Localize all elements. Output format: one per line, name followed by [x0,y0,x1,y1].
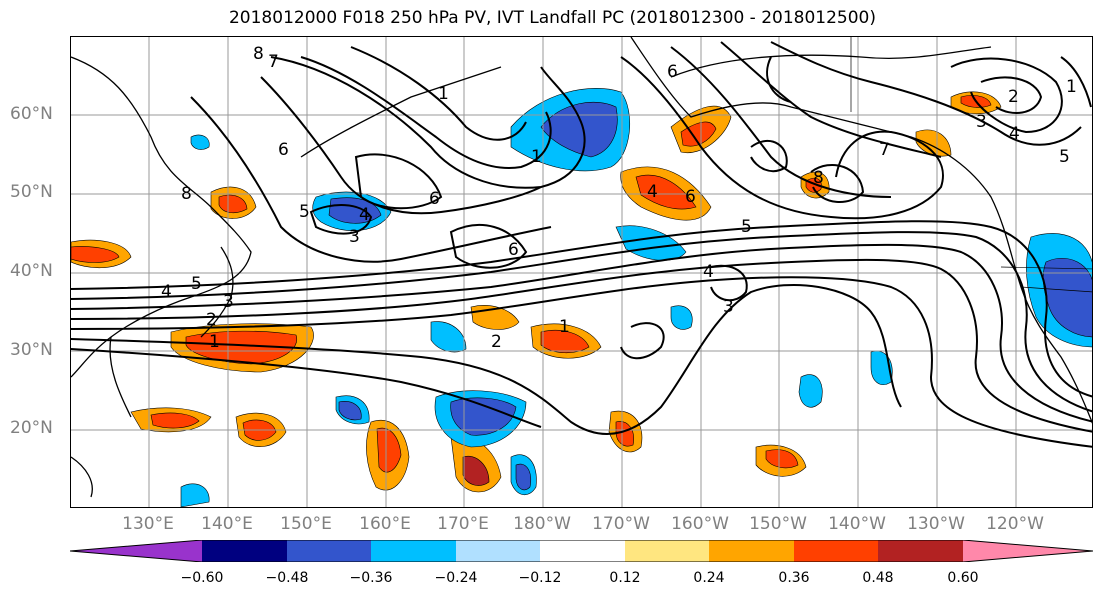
colorbar [70,540,1093,562]
colorbar-tick: 0.12 [609,570,641,586]
lon-label: 170°W [592,514,650,534]
coastlines [71,37,1092,498]
colorbar-tick: 0.48 [862,570,894,586]
contour-label: 4 [647,182,658,202]
colorbar-segment [540,540,625,562]
contour-label: 1 [209,332,220,352]
contour-label: 8 [181,184,192,204]
colorbar-tick: 0.24 [693,570,725,586]
colorbar-tick: −0.60 [180,570,224,586]
lon-label: 170°E [437,514,489,534]
lon-label: 150°E [280,514,332,534]
colorbar-segment [202,540,287,562]
contour-label: 6 [667,62,678,82]
contour-label: 1 [559,317,570,337]
contour-label: 8 [253,44,264,64]
chart-title: 2018012000 F018 250 hPa PV, IVT Landfall… [228,8,876,28]
contour-label: 4 [1009,124,1020,144]
contour-label: 1 [531,147,542,167]
contour-label: 4 [161,282,172,302]
lat-label-50n: 50°N [10,182,53,202]
contour-label: 3 [723,297,734,317]
colorbar-segment [70,540,202,562]
contour-label: 3 [223,292,234,312]
map-canvas: 8 7 6 8 5 4 3 6 6 5 4 3 2 1 1 2 1 1 4 3 … [71,37,1092,507]
colorbar-tick: −0.36 [349,570,393,586]
contour-label: 2 [206,310,217,330]
colorbar-segment [963,540,1093,562]
colorbar-tick: 0.60 [947,570,979,586]
lat-label-30n: 30°N [10,340,53,360]
colorbar-tick: −0.24 [434,570,478,586]
contour-label: 5 [191,274,202,294]
lon-label: 140°E [201,514,253,534]
lon-label: 130°W [907,514,965,534]
state-borders [850,37,1092,293]
contour-label: 1 [1066,77,1077,97]
contour-label: 2 [1008,87,1019,107]
contour-label: 5 [1059,147,1070,167]
lon-label: 120°W [986,514,1044,534]
contour-label: 4 [359,205,370,225]
contour-label: 1 [438,84,449,104]
map-panel: 8 7 6 8 5 4 3 6 6 5 4 3 2 1 1 2 1 1 4 3 … [70,36,1093,508]
colorbar-tick: −0.12 [518,570,562,586]
contour-label: 3 [976,112,987,132]
colorbar-segment [709,540,794,562]
lon-label: 160°W [671,514,729,534]
contour-label: 4 [703,262,714,282]
lat-label-40n: 40°N [10,261,53,281]
colorbar-segment [878,540,963,562]
colorbar-segment [371,540,456,562]
contour-label: 6 [685,187,696,207]
contour-label: 5 [299,202,310,222]
colorbar-segments [70,540,1093,562]
contour-label: 3 [349,227,360,247]
colorbar-tick: 0.36 [778,570,810,586]
anomaly-shading [71,88,1092,507]
colorbar-segment [625,540,709,562]
lon-label: 150°W [749,514,807,534]
lon-label: 130°E [122,514,174,534]
contour-labels: 8 7 6 8 5 4 3 6 6 5 4 3 2 1 1 2 1 1 4 3 … [161,44,1077,352]
colorbar-segment [287,540,371,562]
colorbar-segment [456,540,540,562]
lon-label: 140°W [828,514,886,534]
lon-label: 180°W [513,514,571,534]
contour-label: 7 [268,52,279,72]
colorbar-tick: −0.48 [265,570,309,586]
contour-label: 6 [508,240,519,260]
graticule [71,37,1092,507]
contour-label: 6 [278,140,289,160]
contour-label: 6 [429,189,440,209]
lat-label-60n: 60°N [10,104,53,124]
contour-label: 7 [879,140,890,160]
lon-label: 160°E [359,514,411,534]
lat-label-20n: 20°N [10,418,53,438]
contour-label: 2 [491,332,502,352]
contour-label: 8 [813,168,824,188]
pv-contours [71,41,1092,448]
contour-label: 5 [741,217,752,237]
colorbar-segment [794,540,878,562]
